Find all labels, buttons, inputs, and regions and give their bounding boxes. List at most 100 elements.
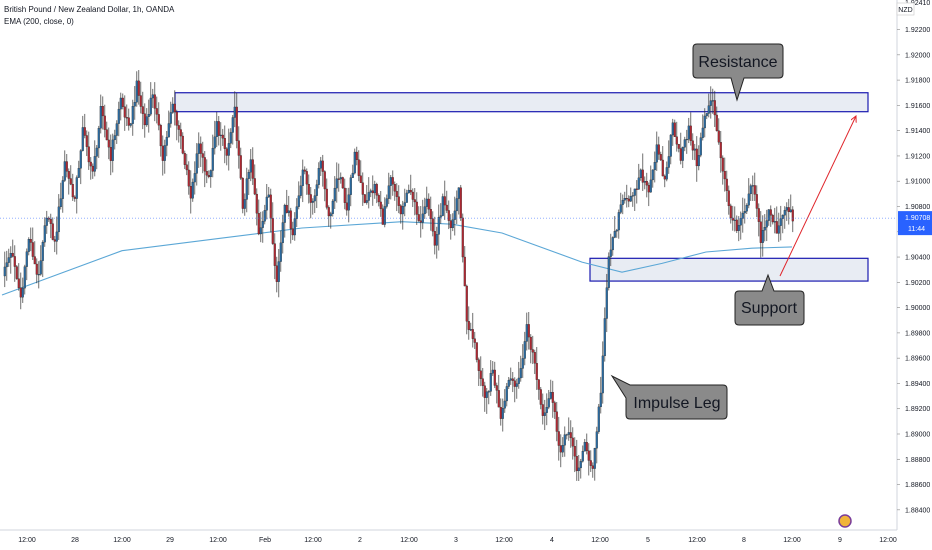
candle (125, 104, 128, 126)
price-tick-label: 1.91000 (905, 179, 930, 186)
candle-body (285, 204, 288, 213)
candle-body (277, 261, 280, 282)
candle-body (371, 190, 374, 194)
candle (189, 170, 192, 214)
candle-body (705, 113, 708, 117)
candle (343, 178, 346, 210)
candle-body (691, 140, 694, 151)
candle-body (501, 408, 504, 419)
candle-body (593, 448, 596, 469)
candle (431, 211, 434, 237)
price-tick-label: 1.91400 (905, 128, 930, 135)
candle (489, 360, 492, 396)
candle-body (241, 178, 244, 209)
candle (421, 199, 424, 230)
candle (443, 180, 446, 220)
candle (21, 277, 24, 303)
candle-body (45, 217, 48, 226)
candle-body (425, 198, 428, 207)
candle-body (149, 97, 152, 115)
candle-body (485, 391, 488, 398)
candle (423, 197, 426, 219)
candle (609, 233, 612, 267)
price-tick-label: 1.91200 (905, 153, 930, 160)
candle (613, 216, 616, 239)
candle (441, 193, 444, 217)
candle-body (457, 187, 460, 199)
candle-body (559, 445, 562, 453)
candle (31, 227, 34, 260)
candle-body (655, 144, 658, 163)
candle-body (769, 209, 772, 216)
candle-body (565, 434, 568, 436)
current-price-badge (898, 211, 932, 236)
candle (573, 437, 576, 473)
candle (107, 127, 110, 160)
candle (381, 204, 384, 225)
candle (735, 215, 738, 234)
candle-body (549, 392, 552, 399)
candle-body (499, 406, 502, 419)
candle-body (715, 114, 718, 131)
candle-body (31, 242, 34, 257)
candle (413, 188, 416, 216)
candle-body (275, 265, 278, 282)
candle (269, 188, 272, 233)
candle-body (151, 94, 154, 99)
candle-body (127, 117, 130, 126)
candle (275, 256, 278, 293)
candle-body (185, 164, 188, 171)
candle (515, 378, 518, 399)
candle-body (779, 218, 782, 226)
candle-body (623, 198, 626, 201)
candle (549, 379, 552, 400)
candle (49, 213, 52, 239)
candle (397, 185, 400, 214)
candle (47, 216, 50, 222)
candle (57, 194, 60, 240)
candle (407, 184, 410, 194)
candle-body (119, 97, 122, 110)
candle-body (171, 103, 174, 113)
candle-body (123, 106, 126, 118)
candle (385, 194, 388, 209)
indicator-legend: EMA (200, close, 0) (4, 17, 74, 26)
candle-body (53, 239, 56, 242)
logo-icon (838, 514, 852, 528)
candle (293, 212, 296, 241)
resistance-callout-label: Resistance (698, 54, 777, 71)
candle (133, 86, 136, 120)
candle (729, 203, 732, 224)
time-tick-label: 12:00 (495, 537, 513, 544)
candle-body (369, 190, 372, 193)
candle-body (431, 218, 434, 232)
candle (685, 129, 688, 154)
candle-body (125, 117, 128, 119)
candle-body (313, 195, 316, 202)
candle (141, 91, 144, 130)
candle (291, 221, 294, 240)
candle (159, 123, 162, 157)
candle (517, 361, 520, 389)
candle-body (179, 129, 182, 137)
candle (449, 214, 452, 240)
candle (221, 128, 224, 146)
candle-body (587, 450, 590, 461)
candle-body (25, 251, 28, 267)
candle-body (463, 256, 466, 287)
candle-body (377, 195, 380, 203)
countdown-label: 11:44 (908, 226, 925, 233)
candle-body (403, 202, 406, 207)
candle (15, 265, 18, 280)
candle (281, 214, 284, 254)
candle (555, 401, 558, 442)
candle (365, 185, 368, 205)
candle-body (33, 256, 36, 265)
candle-body (9, 253, 12, 258)
candle-body (791, 209, 794, 222)
candle-body (327, 207, 330, 217)
candle-body (81, 127, 84, 151)
candle (283, 203, 286, 238)
candle (23, 264, 26, 295)
